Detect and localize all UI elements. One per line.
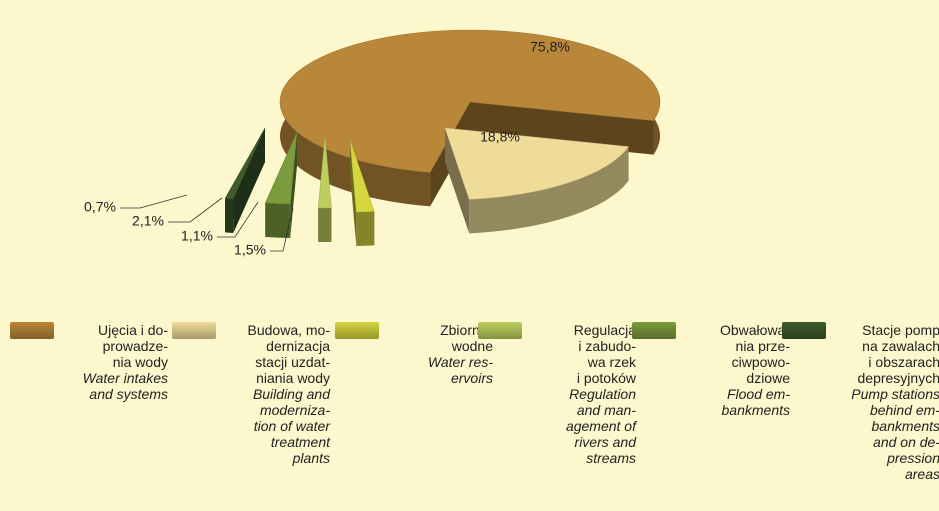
legend-label: Regulacja i zabudo- wa rzek i potoków: [573, 322, 636, 386]
data-label: 1,5%: [234, 242, 266, 258]
data-label: 75,8%: [530, 39, 570, 55]
legend-swatch: [10, 322, 54, 339]
legend-swatch: [172, 322, 216, 339]
legend-label-en: Flood em- bankments: [721, 386, 790, 418]
slice-side: [350, 140, 357, 246]
leader-line: [120, 194, 188, 209]
leader-line: [270, 207, 294, 252]
leader-line: [168, 197, 223, 223]
pie: [224, 29, 661, 246]
leader-line: [217, 201, 259, 238]
slice: [279, 29, 661, 173]
data-label: 18,8%: [480, 129, 520, 145]
legend-text: Stacje pomp na zawalach i obszarach depr…: [832, 322, 939, 482]
legend-label-en: Water intakes and systems: [82, 370, 168, 402]
legend-label: Obwałowa- nia prze- ciwpowo- dziowe: [719, 322, 790, 386]
legend-text: Obwałowa- nia prze- ciwpowo- dziowe Flood…: [682, 322, 790, 418]
slice: [317, 135, 332, 209]
slice-side: [470, 102, 654, 155]
data-label: 0,7%: [84, 199, 116, 215]
slice-wall: [225, 198, 234, 233]
legend-label: Stacje pomp na zawalach i obszarach depr…: [857, 322, 939, 386]
slice-side: [445, 128, 470, 234]
slice-wall: [265, 202, 291, 238]
legend-swatch: [782, 322, 826, 339]
slice-wall: [469, 146, 629, 234]
slice: [224, 127, 266, 200]
slice: [349, 139, 375, 213]
data-label: 1,1%: [181, 228, 213, 244]
legend-text: Zbiorniki wodne Water res- ervoirs: [385, 322, 493, 386]
legend-swatch: [478, 322, 522, 339]
legend-label: Ujęcia i do- prowadze- nia wody: [97, 322, 168, 370]
legend-label-en: Regulation and man- agement of rivers an…: [565, 386, 636, 466]
chart: 75,8% 18,8% 1,5% 1,1% 2,1% 0,7%: [84, 29, 661, 258]
legend-label-en: Water res- ervoirs: [427, 354, 493, 386]
slice: [264, 131, 298, 205]
legend-swatch: [335, 322, 379, 339]
data-label: 2,1%: [132, 213, 164, 229]
slice-side: [225, 128, 265, 233]
legend-label-en: Building and moderniza- tion of water tr…: [252, 386, 330, 466]
legend-label: Budowa, mo- dernizacja stacji uzdat- nia…: [247, 322, 330, 386]
legend-label: Zbiorniki wodne: [440, 322, 493, 354]
legend-label-en: Pump stations behind em- bankments and o…: [851, 386, 939, 482]
legend-text: Ujęcia i do- prowadze- nia wody Water int…: [60, 322, 168, 402]
legend-text: Regulacja i zabudo- wa rzek i potoków Reg…: [528, 322, 636, 466]
slice-wall: [318, 207, 332, 242]
legend-text: Budowa, mo- dernizacja stacji uzdat- nia…: [222, 322, 330, 466]
legend-swatch: [632, 322, 676, 339]
slice-wall: [356, 211, 375, 246]
slice: [444, 127, 629, 200]
